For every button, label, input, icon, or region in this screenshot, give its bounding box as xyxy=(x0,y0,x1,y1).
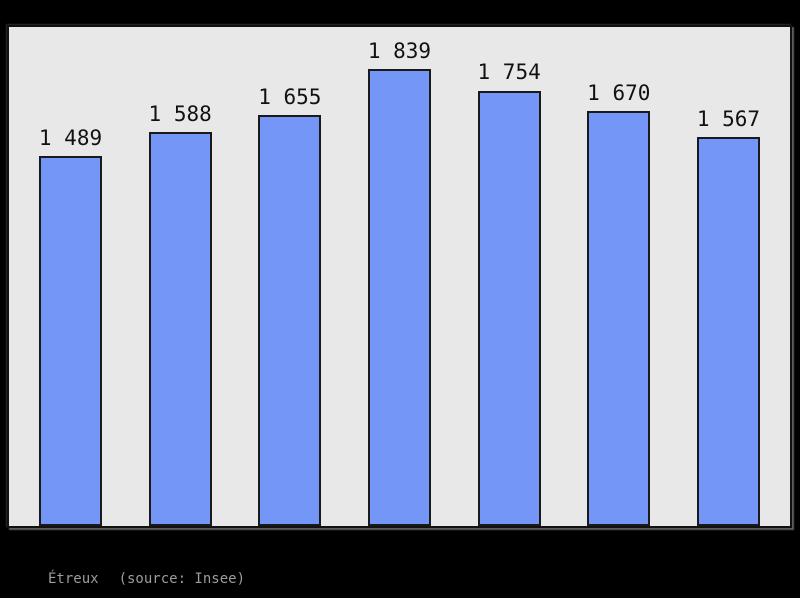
bar-group: 1 754 xyxy=(477,60,541,526)
bar-group: 1 839 xyxy=(367,39,431,526)
chart-caption: Étreux (source: Insee) xyxy=(48,570,245,590)
bar xyxy=(477,90,541,526)
bar-group: 1 670 xyxy=(587,81,651,526)
bar-group: 1 489 xyxy=(39,126,102,526)
bar-value-label: 1 754 xyxy=(477,60,541,85)
bar-value-label: 1 839 xyxy=(367,39,432,64)
caption-title: Étreux xyxy=(48,571,99,587)
bar xyxy=(258,115,322,526)
bar xyxy=(587,111,651,526)
bar-group: 1 567 xyxy=(696,107,760,526)
bar xyxy=(148,131,212,526)
bar xyxy=(367,69,431,526)
bar-value-label: 1 489 xyxy=(38,126,103,151)
bar-value-label: 1 588 xyxy=(148,101,212,126)
bars-container: 1 489 1 588 1 655 1 839 1 754 1 670 1 567 xyxy=(9,27,790,526)
caption-source: (source: Insee) xyxy=(118,571,246,587)
plot-area: 1 489 1 588 1 655 1 839 1 754 1 670 1 567 xyxy=(7,25,792,528)
bar-value-label: 1 567 xyxy=(696,106,761,131)
bar-group: 1 588 xyxy=(148,102,212,526)
bar-group: 1 655 xyxy=(258,85,322,526)
bar-value-label: 1 655 xyxy=(258,84,322,109)
bar xyxy=(39,156,102,526)
bar-value-label: 1 670 xyxy=(587,81,651,106)
bar xyxy=(696,136,760,526)
